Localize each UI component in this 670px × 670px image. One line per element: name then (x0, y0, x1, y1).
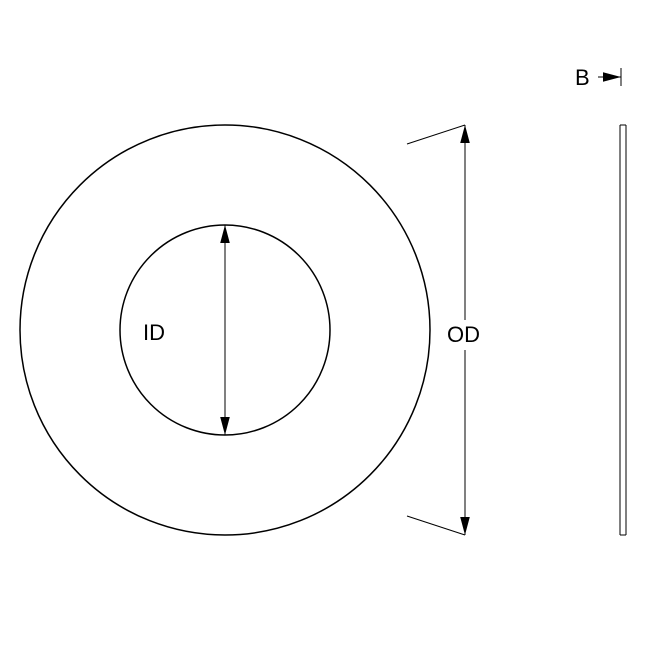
side-view (620, 125, 626, 535)
id-dimension (220, 225, 230, 435)
id-label: ID (143, 320, 165, 346)
diagram-svg (0, 0, 670, 670)
washer-diagram: ID OD B (0, 0, 670, 670)
b-label: B (575, 65, 590, 91)
b-dimension (598, 68, 621, 86)
od-label: OD (445, 320, 482, 350)
